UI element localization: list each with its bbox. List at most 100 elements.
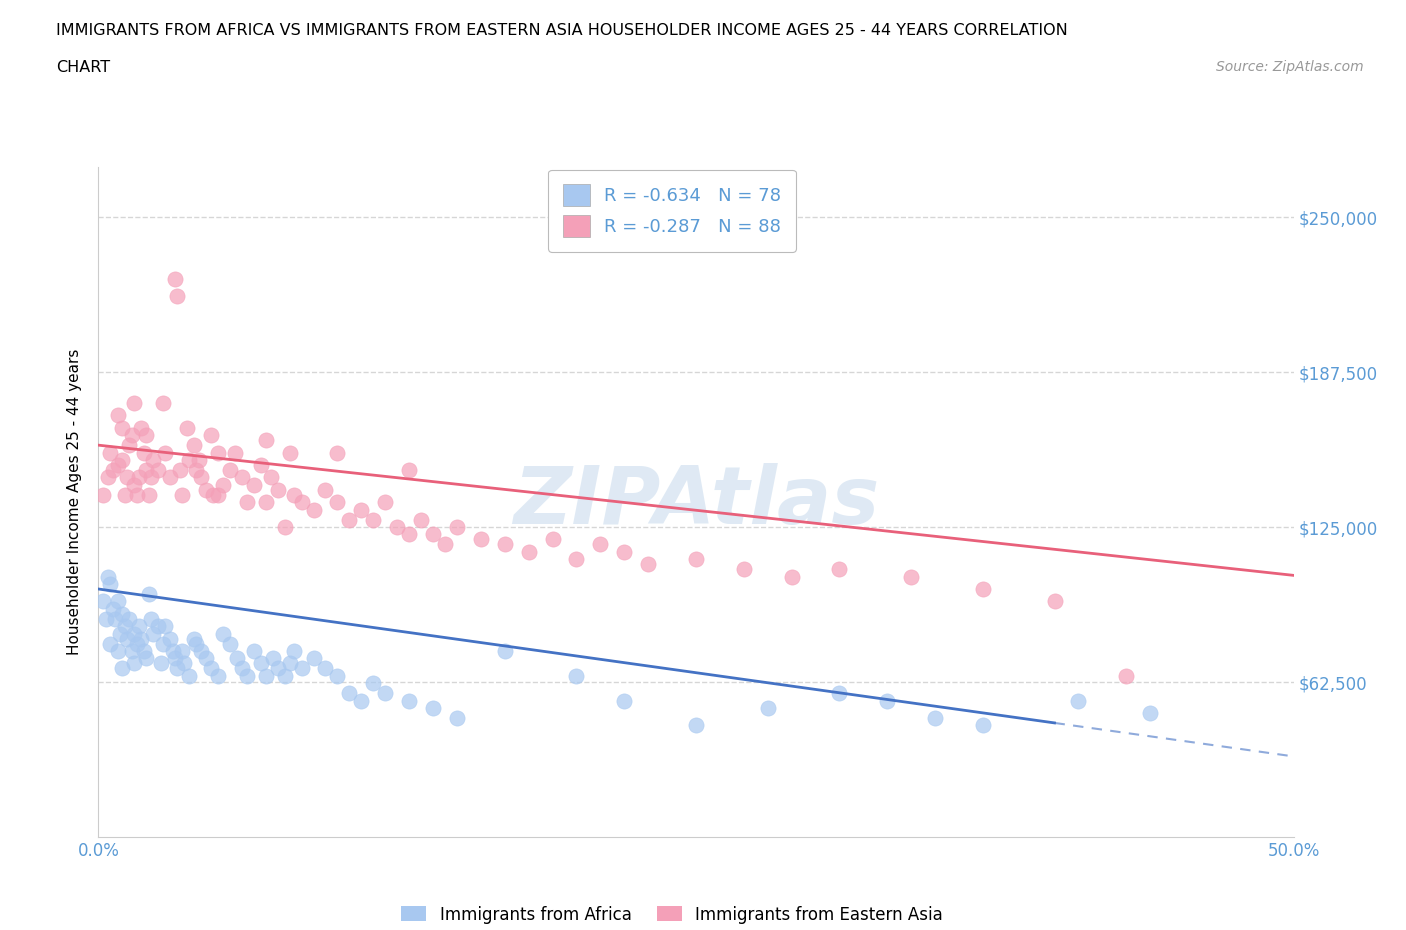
Point (107, 644, 129, 658)
Point (186, 636, 208, 651)
Point (274, 520, 297, 535)
Point (186, 462, 208, 477)
Point (159, 631, 181, 646)
Point (446, 711, 468, 725)
Point (226, 651, 249, 666)
Point (194, 483, 218, 498)
Point (111, 606, 134, 621)
Point (339, 685, 360, 700)
Point (163, 272, 186, 286)
Point (207, 669, 229, 684)
Point (254, 669, 277, 684)
Point (1043, 594, 1066, 609)
Point (138, 587, 160, 602)
Text: ZIPAtlas: ZIPAtlas (513, 463, 879, 541)
Point (125, 487, 148, 502)
Point (231, 470, 253, 485)
Point (398, 462, 420, 477)
Y-axis label: Householder Income Ages 25 - 44 years: Householder Income Ages 25 - 44 years (67, 349, 83, 656)
Point (194, 651, 218, 666)
Point (94, 611, 117, 626)
Text: IMMIGRANTS FROM AFRICA VS IMMIGRANTS FROM EASTERN ASIA HOUSEHOLDER INCOME AGES 2: IMMIGRANTS FROM AFRICA VS IMMIGRANTS FRO… (56, 23, 1069, 38)
Point (211, 477, 233, 492)
Point (972, 581, 994, 596)
Point (972, 718, 994, 733)
Point (162, 644, 184, 658)
Point (132, 445, 155, 460)
Point (231, 661, 253, 676)
Point (207, 487, 229, 502)
Point (135, 462, 157, 477)
Point (142, 626, 165, 641)
Point (138, 487, 160, 502)
Point (190, 644, 212, 658)
Point (211, 626, 233, 641)
Point (118, 438, 141, 453)
Point (243, 644, 266, 658)
Point (494, 644, 516, 658)
Point (254, 495, 277, 510)
Point (101, 602, 124, 617)
Point (148, 462, 170, 477)
Point (250, 458, 273, 472)
Point (98, 577, 122, 591)
Point (202, 487, 225, 502)
Point (187, 453, 209, 468)
Point (302, 502, 325, 517)
Point (267, 483, 290, 498)
Point (398, 527, 420, 542)
Point (179, 453, 201, 468)
Point (166, 289, 188, 304)
Point (91, 594, 114, 609)
Point (589, 537, 612, 551)
Point (326, 495, 349, 510)
Point (339, 512, 360, 527)
Point (267, 661, 290, 676)
Point (315, 483, 337, 498)
Point (733, 562, 755, 577)
Point (128, 618, 150, 633)
Point (115, 470, 138, 485)
Point (132, 644, 155, 658)
Point (159, 470, 181, 485)
Point (900, 569, 922, 584)
Point (283, 644, 305, 658)
Point (326, 445, 349, 460)
Point (291, 661, 314, 676)
Point (148, 618, 170, 633)
Point (200, 428, 222, 443)
Point (235, 669, 257, 684)
Point (326, 669, 349, 684)
Point (124, 626, 146, 641)
Point (1115, 669, 1137, 684)
Point (433, 537, 456, 551)
Point (125, 636, 148, 651)
Point (828, 562, 851, 577)
Point (385, 520, 409, 535)
Text: Source: ZipAtlas.com: Source: ZipAtlas.com (1216, 60, 1364, 74)
Point (398, 693, 420, 708)
Point (756, 700, 779, 715)
Point (278, 445, 301, 460)
Point (235, 495, 257, 510)
Point (637, 557, 659, 572)
Point (613, 693, 636, 708)
Point (91, 487, 114, 502)
Point (173, 656, 195, 671)
Point (111, 420, 134, 435)
Point (183, 438, 205, 453)
Point (243, 477, 266, 492)
Point (1139, 706, 1161, 721)
Point (224, 445, 246, 460)
Point (107, 458, 129, 472)
Point (278, 656, 301, 671)
Point (422, 700, 444, 715)
Point (97, 569, 120, 584)
Point (149, 656, 172, 671)
Point (172, 487, 194, 502)
Point (1067, 693, 1090, 708)
Point (124, 656, 146, 671)
Point (190, 470, 212, 485)
Point (114, 618, 136, 633)
Point (139, 611, 162, 626)
